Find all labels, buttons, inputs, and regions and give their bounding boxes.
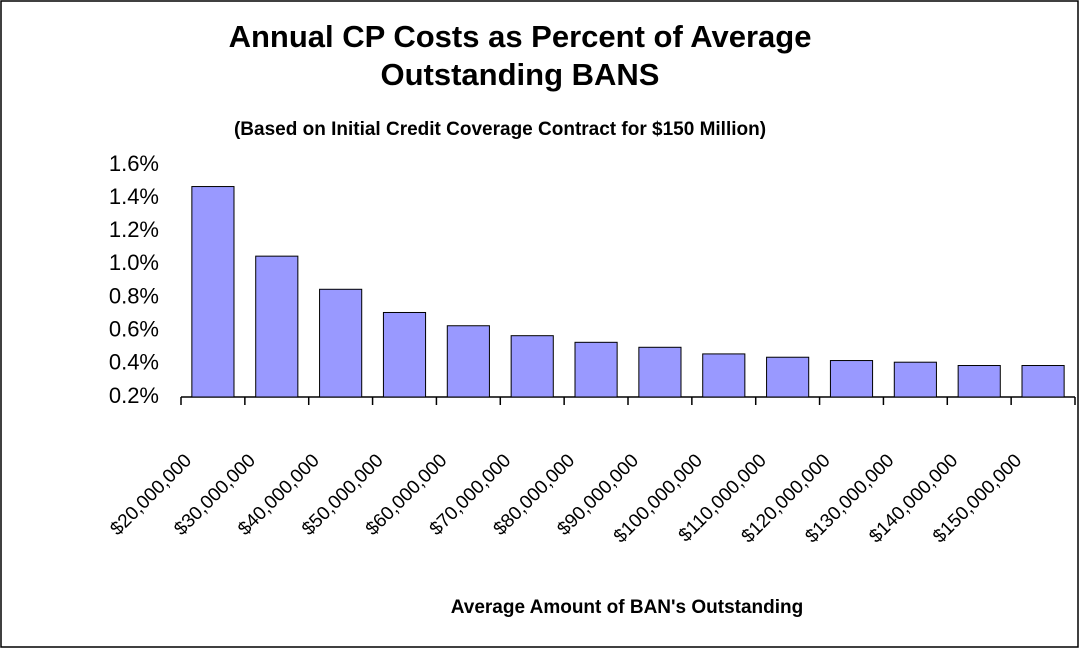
y-tick-label: 1.2% <box>109 217 159 242</box>
bar <box>893 361 937 398</box>
bar <box>766 356 810 398</box>
bar <box>702 353 746 398</box>
bar <box>382 311 427 398</box>
y-tick-label: 1.0% <box>109 250 159 275</box>
bar <box>319 288 363 398</box>
chart-subtitle: (Based on Initial Credit Coverage Contra… <box>234 119 766 140</box>
y-tick-label: 0.6% <box>109 317 159 342</box>
bar <box>446 325 490 398</box>
bar <box>191 186 235 398</box>
y-tick-label: 0.4% <box>109 350 159 375</box>
bar <box>574 341 618 398</box>
y-tick-label: 0.8% <box>109 283 159 308</box>
x-axis-label: Average Amount of BAN's Outstanding <box>451 597 804 618</box>
y-tick-label: 1.4% <box>109 184 159 209</box>
bar <box>1021 365 1065 398</box>
bar <box>255 255 299 398</box>
bar <box>510 335 554 398</box>
bar <box>638 346 682 398</box>
bar <box>829 360 874 398</box>
chart-title: Annual CP Costs as Percent of Average Ou… <box>228 19 812 92</box>
y-tick-label: 0.2% <box>109 383 159 408</box>
bar <box>957 365 1001 398</box>
y-tick-label: 1.6% <box>109 151 159 176</box>
